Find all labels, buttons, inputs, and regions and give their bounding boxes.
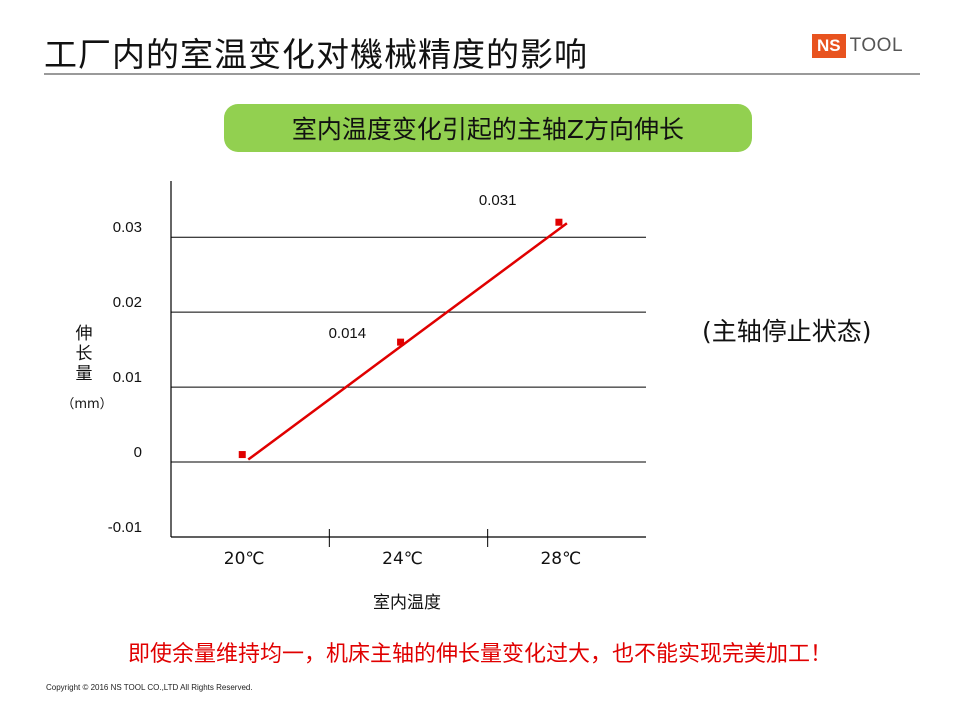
data-point <box>238 451 246 459</box>
data-label: 0.031 <box>479 192 517 209</box>
y-tick-label: 0.02 <box>113 294 142 311</box>
x-category-label: 24℃ <box>382 549 423 569</box>
conclusion-note: 即使余量维持均一，机床主轴的伸长量变化过大，也不能实现完美加工！ <box>127 642 832 667</box>
grid-lines <box>171 236 646 463</box>
axes <box>170 181 646 547</box>
page-title: 工厂内的室温变化对機械精度的影响 <box>44 35 588 74</box>
y-tick-label: -0.01 <box>108 519 142 536</box>
y-tick-label: 0 <box>134 444 142 461</box>
logo-tool-text: TOOL <box>849 35 904 56</box>
x-axis-title: 室内温度 <box>373 593 441 613</box>
data-point <box>555 218 563 226</box>
x-category-labels: 20℃ 24℃ 28℃ <box>224 549 581 569</box>
data-label: 0.014 <box>329 325 367 342</box>
y-tick-labels: -0.01 0 0.01 0.02 0.03 <box>108 219 142 536</box>
x-category-label: 28℃ <box>540 549 581 569</box>
logo-ns-mark: NS <box>812 34 846 58</box>
title-divider <box>44 73 920 75</box>
y-axis-unit: （mm） <box>61 397 112 412</box>
spindle-state-note: (主轴停止状态) <box>702 317 872 346</box>
data-point <box>397 338 405 346</box>
y-tick-label: 0.01 <box>113 369 142 386</box>
series-elongation: 0.014 0.031 <box>238 192 568 461</box>
y-axis-title: 伸长量 <box>76 324 93 384</box>
nstool-logo: NS TOOL <box>812 34 903 58</box>
copyright-text: Copyright © 2016 NS TOOL CO.,LTD All Rig… <box>46 683 253 692</box>
chart-subtitle-banner: 室内温度变化引起的主轴Z方向伸长 <box>224 104 752 152</box>
x-category-label: 20℃ <box>224 549 265 569</box>
series-line <box>247 222 568 461</box>
y-tick-label: 0.03 <box>113 219 142 236</box>
